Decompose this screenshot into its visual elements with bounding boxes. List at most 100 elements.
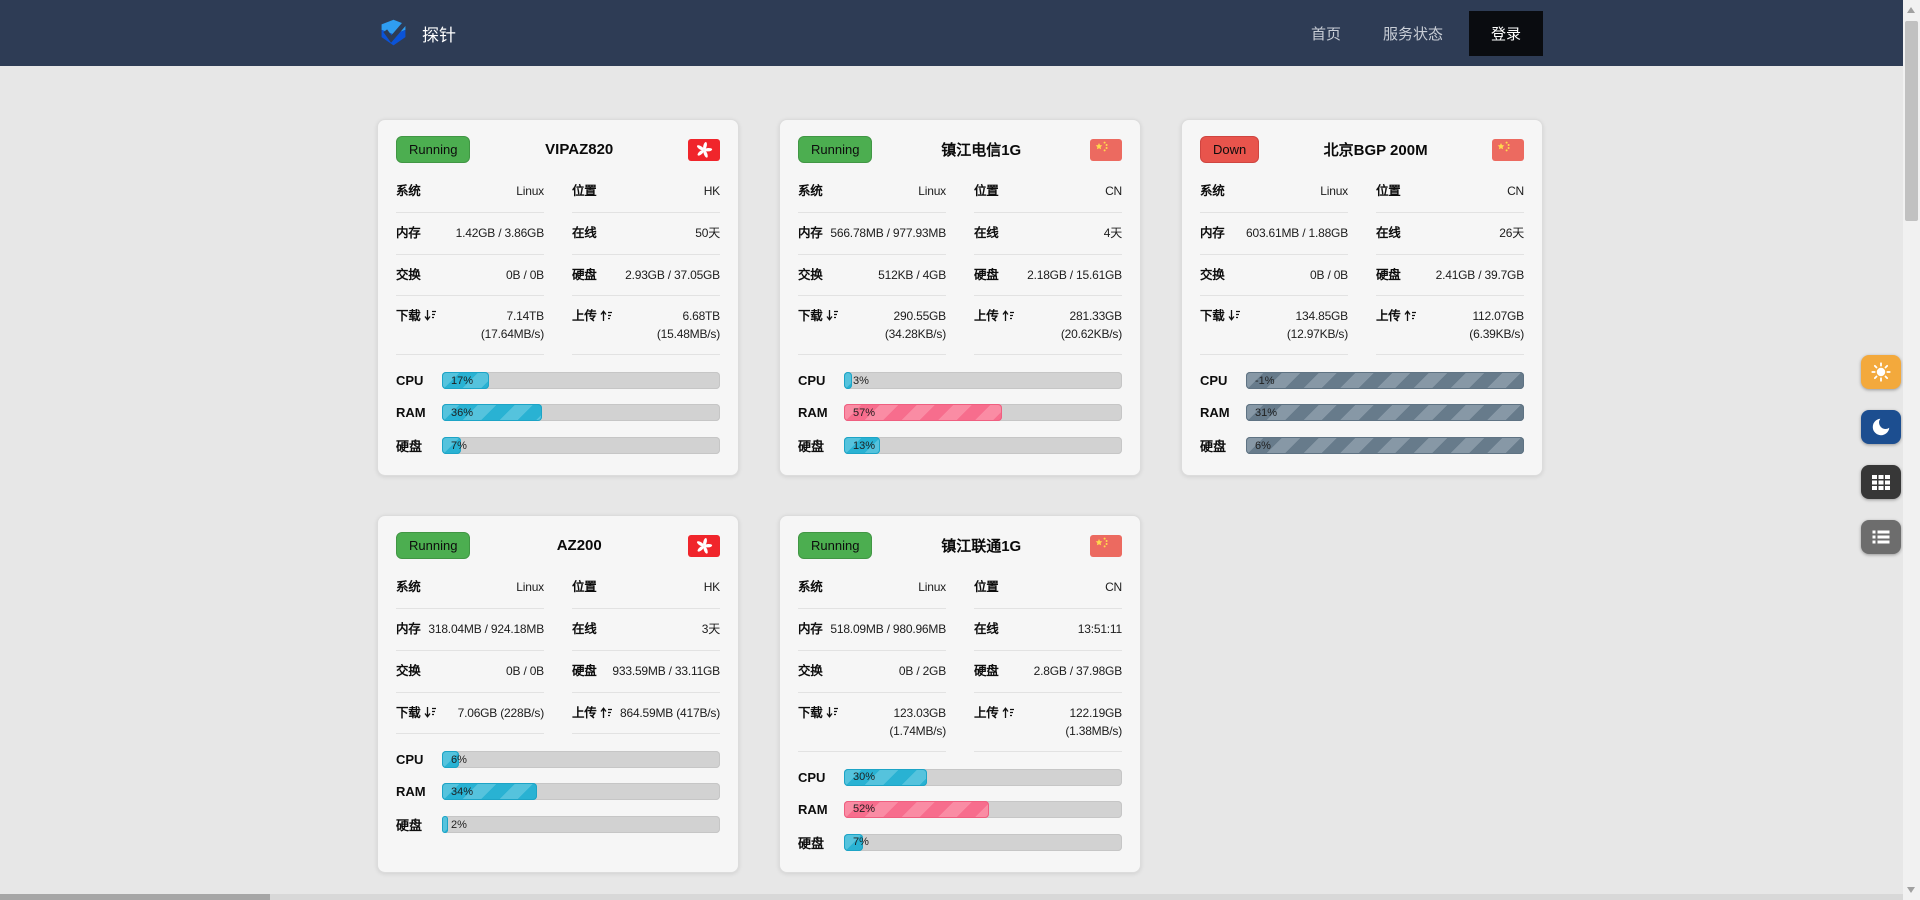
location-row: 位置 HK [572, 567, 720, 609]
system-label: 系统 [396, 580, 421, 595]
scroll-up-arrow-icon[interactable] [1907, 7, 1915, 13]
logo-shield-check-icon [377, 17, 410, 50]
scroll-down-arrow-icon[interactable] [1907, 887, 1915, 893]
horizontal-scrollbar-thumb[interactable] [0, 894, 270, 900]
ram-bar-label: RAM [396, 784, 426, 800]
location-label: 位置 [572, 580, 597, 595]
uptime-row: 在线 26天 [1376, 213, 1524, 255]
cpu-bar-label: CPU [396, 752, 424, 768]
status-badge: Running [798, 532, 873, 560]
disk-row: 硬盘 933.59MB / 33.11GB [572, 651, 720, 693]
nav-item-home[interactable]: 首页 [1310, 25, 1341, 43]
server-name: 镇江联通1G [941, 538, 1022, 556]
upload-icon [1002, 706, 1014, 718]
disk-usage-bar: 硬盘 2% [396, 815, 720, 834]
list-view-button[interactable] [1861, 520, 1901, 554]
dark-theme-button[interactable] [1861, 410, 1901, 444]
system-row: 系统 Linux [798, 567, 946, 609]
ram-bar-track: 57% [844, 404, 1122, 422]
cpu-usage-bar: CPU 6% [396, 751, 720, 769]
grid-icon [1872, 475, 1890, 490]
disk-bar-track: 7% [442, 437, 720, 455]
ram-bar-label: RAM [1200, 405, 1230, 421]
ram-percent: 31% [1255, 406, 1278, 419]
vertical-scrollbar[interactable] [1903, 0, 1920, 900]
system-value: Linux [918, 580, 946, 595]
brand-title: 探针 [422, 25, 456, 45]
ram-bar-track: 34% [442, 783, 720, 801]
server-info-table: 系统 Linux 位置 HK 内存 1.42GB / 3.86GB 在线 50天… [396, 171, 720, 356]
horizontal-scrollbar[interactable] [0, 894, 1903, 900]
location-label: 位置 [1376, 184, 1401, 198]
uptime-label: 在线 [572, 622, 597, 636]
cpu-bar-label: CPU [798, 769, 826, 785]
system-row: 系统 Linux [396, 567, 544, 609]
system-value: Linux [918, 184, 946, 198]
ram-bar-label: RAM [798, 801, 828, 817]
download-label: 下载 [396, 704, 437, 723]
location-value: CN [1105, 580, 1122, 595]
status-badge: Running [798, 136, 873, 163]
uptime-value: 4天 [1103, 225, 1122, 240]
disk-row: 硬盘 2.93GB / 37.05GB [572, 255, 720, 297]
upload-value: 281.33GB (20.62KB/s) [1060, 309, 1122, 342]
disk-bar-track: 6% [1246, 437, 1524, 455]
swap-value: 0B / 0B [506, 267, 544, 282]
card-header: Running VIPAZ820 [396, 136, 720, 163]
disk-bar-label: 硬盘 [396, 439, 423, 455]
disk-bar-track: 13% [844, 437, 1122, 455]
cpu-bar-track: 17% [442, 372, 720, 390]
uptime-value: 50天 [695, 225, 720, 240]
disk-value: 2.93GB / 37.05GB [625, 267, 720, 282]
disk-bar-fill [442, 437, 462, 455]
ram-bar-fill [844, 404, 1003, 422]
disk-percent: 13% [853, 439, 876, 452]
memory-value: 603.61MB / 1.88GB [1246, 225, 1348, 240]
server-name: AZ200 [556, 537, 602, 555]
memory-value: 566.78MB / 977.93MB [830, 225, 946, 240]
grid-view-button[interactable] [1861, 465, 1901, 499]
download-label: 下载 [1200, 307, 1241, 326]
cpu-usage-bar: CPU 17% [396, 372, 720, 390]
location-row: 位置 CN [974, 171, 1122, 213]
cpu-bar-track: 6% [442, 751, 720, 769]
memory-label: 内存 [798, 622, 823, 636]
cpu-percent: 17% [451, 374, 474, 387]
brand-link[interactable]: 探针 [377, 17, 456, 50]
uptime-value: 26天 [1499, 225, 1524, 240]
light-theme-button[interactable] [1861, 355, 1901, 389]
nav-item-service-status[interactable]: 服务状态 [1382, 25, 1443, 43]
memory-value: 318.04MB / 924.18MB [428, 622, 544, 636]
memory-row: 内存 1.42GB / 3.86GB [396, 213, 544, 255]
cpu-bar-fill [1246, 372, 1524, 390]
disk-bar-track: 2% [442, 816, 720, 834]
nav-item-login[interactable]: 登录 [1468, 10, 1543, 56]
ram-bar-fill [442, 404, 543, 422]
usage-bars: CPU 17% RAM 36% 硬盘 7% [396, 372, 720, 455]
swap-value: 0B / 0B [1310, 267, 1348, 282]
system-value: Linux [516, 184, 544, 198]
disk-usage-bar: 硬盘 6% [1200, 436, 1524, 455]
swap-value: 0B / 2GB [898, 663, 946, 678]
upload-label: 上传 [1376, 307, 1417, 326]
upload-label: 上传 [572, 307, 613, 326]
system-row: 系统 Linux [1200, 171, 1348, 213]
swap-label: 交换 [798, 663, 823, 678]
download-row: 下载 7.14TB (17.64MB/s) [396, 296, 544, 356]
ram-bar-fill [844, 800, 989, 818]
ram-percent: 52% [853, 803, 876, 815]
upload-value: 122.19GB (1.38MB/s) [1065, 705, 1122, 738]
location-label: 位置 [572, 184, 597, 198]
swap-value: 0B / 0B [506, 663, 544, 678]
vertical-scrollbar-thumb[interactable] [1905, 21, 1918, 221]
disk-percent: 6% [1255, 439, 1271, 452]
memory-label: 内存 [1200, 225, 1225, 240]
flag-cn-icon [1492, 138, 1524, 161]
swap-row: 交换 0B / 0B [1200, 255, 1348, 297]
server-info-table: 系统 Linux 位置 HK 内存 318.04MB / 924.18MB 在线… [396, 567, 720, 735]
ram-bar-track: 36% [442, 404, 720, 422]
uptime-label: 在线 [974, 225, 999, 240]
sun-icon [1871, 362, 1891, 382]
cpu-usage-bar: CPU 3% [798, 372, 1122, 390]
disk-row: 硬盘 2.41GB / 39.7GB [1376, 255, 1524, 297]
